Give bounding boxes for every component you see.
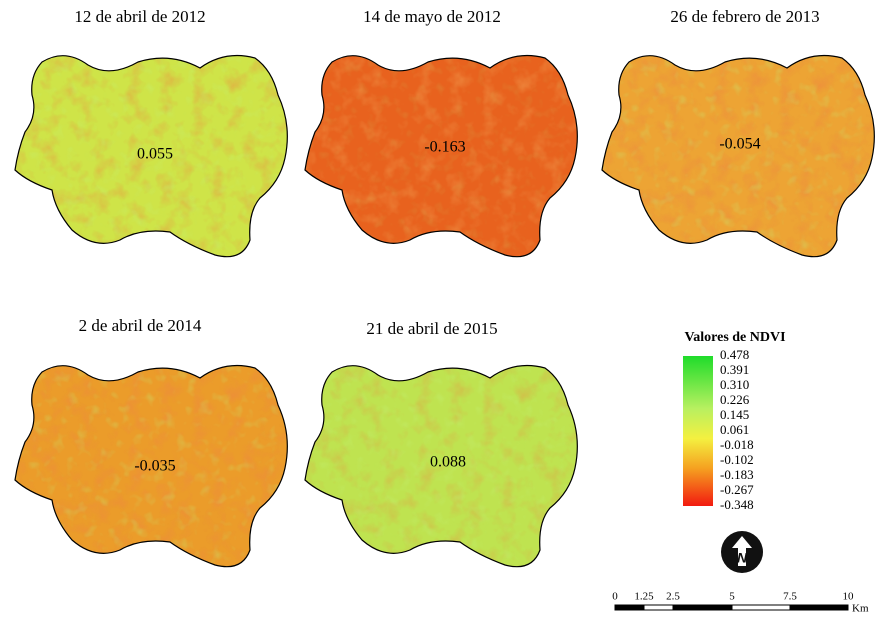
scale-label: 0 <box>612 591 618 603</box>
map-panel <box>597 40 875 270</box>
figure: N 12 de abril de 2012 0.055 14 de mayo de … <box>0 0 875 620</box>
scale-label: 2.5 <box>666 591 680 603</box>
legend-label: 0.061 <box>720 422 749 437</box>
mean-value: 0.055 <box>137 146 173 163</box>
legend-label: -0.183 <box>720 467 754 482</box>
scale-label: 1.25 <box>634 591 654 603</box>
svg-text:N: N <box>737 550 748 566</box>
scale-label: 7.5 <box>783 591 797 603</box>
mean-value: -0.035 <box>134 458 175 475</box>
panel-title: 2 de abril de 2014 <box>79 316 202 335</box>
scale-segment <box>732 605 790 610</box>
legend-label: -0.348 <box>720 497 754 512</box>
scale-label: 10 <box>843 591 855 603</box>
map-fill <box>597 40 875 270</box>
legend-label: 0.226 <box>720 392 750 407</box>
scale-unit: Km <box>852 603 869 615</box>
scale-segment <box>644 605 673 610</box>
legend-label: 0.478 <box>720 347 749 362</box>
legend-bar <box>683 356 713 506</box>
panel-title: 12 de abril de 2012 <box>74 7 205 26</box>
panel-title: 14 de mayo de 2012 <box>363 7 501 26</box>
north-arrow: N <box>721 531 763 573</box>
legend-label: 0.391 <box>720 362 749 377</box>
mean-value: -0.054 <box>719 136 760 153</box>
legend-label: -0.102 <box>720 452 754 467</box>
mean-value: 0.088 <box>430 454 466 471</box>
scale-segment <box>673 605 732 610</box>
scale-segment <box>790 605 848 610</box>
legend-label: 0.310 <box>720 377 749 392</box>
legend-label: 0.145 <box>720 407 749 422</box>
legend-label: -0.018 <box>720 437 754 452</box>
scale-segment <box>615 605 644 610</box>
legend-label: -0.267 <box>720 482 754 497</box>
legend-title: Valores de NDVI <box>684 330 785 345</box>
mean-value: -0.163 <box>424 139 465 156</box>
panel-title: 26 de febrero de 2013 <box>670 7 819 26</box>
scale-label: 5 <box>729 591 735 603</box>
map-texture <box>597 40 875 270</box>
panel-title: 21 de abril de 2015 <box>366 319 497 338</box>
